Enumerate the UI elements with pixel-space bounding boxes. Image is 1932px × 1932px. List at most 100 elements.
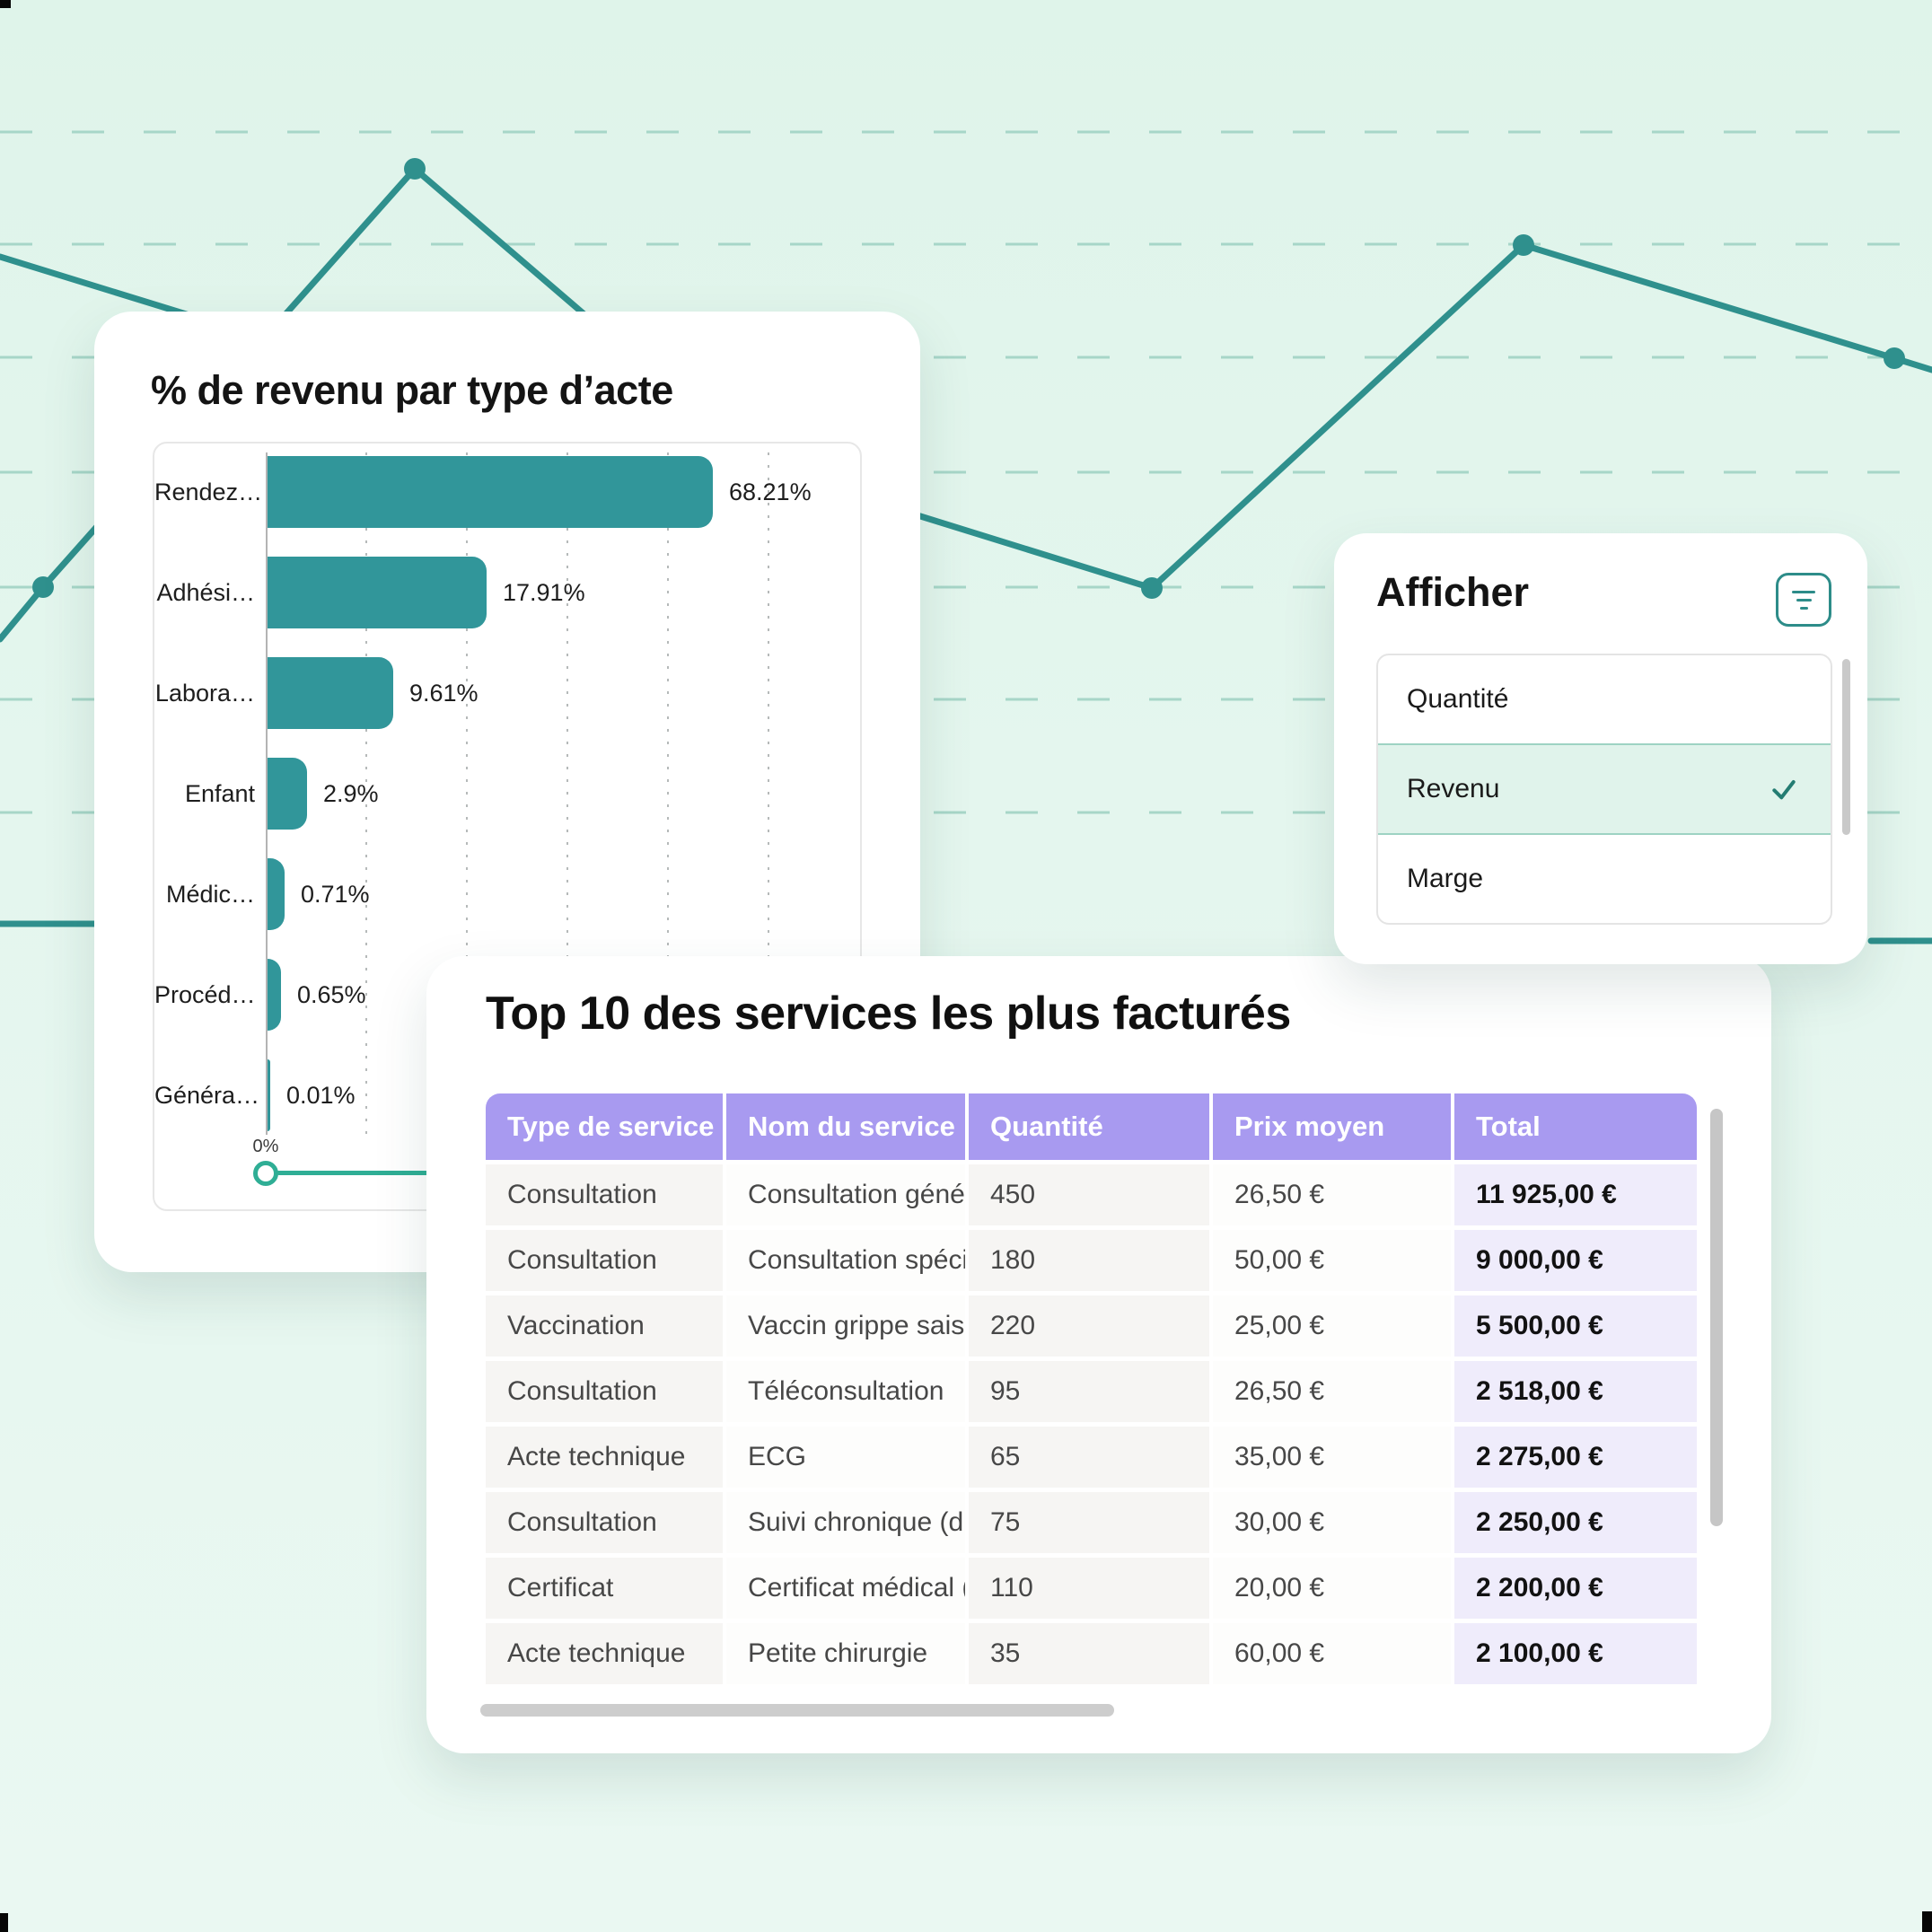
table-cell: Suivi chronique (di… (726, 1492, 965, 1553)
table-column-header: Type de service (486, 1093, 723, 1160)
display-option-quantité[interactable]: Quantité (1378, 655, 1831, 743)
bar (268, 557, 487, 628)
bar-category-label: Adhési… (156, 579, 255, 606)
table-cell: 20,00 € (1213, 1558, 1451, 1619)
bar-row: Enfant 2.9% (154, 758, 860, 830)
chart-gridline (768, 452, 769, 1135)
table-cell: 5 500,00 € (1454, 1295, 1697, 1357)
bar-category-label: Médic… (165, 881, 255, 908)
table-cell: 26,50 € (1213, 1361, 1451, 1422)
bar-value-label: 17.91% (503, 579, 585, 606)
display-option-label: Quantité (1407, 684, 1509, 714)
table-cell: 220 (969, 1295, 1209, 1357)
chart-gridline (566, 452, 568, 1135)
table-row: Acte technique ECG 65 35,00 €2 275,00 € (486, 1427, 1697, 1488)
bar-chart-panel: Rendez… 68.21% Adhési… 17.91% Labora… 9.61% En… (153, 442, 896, 1211)
crop-mark-bottom-right (1922, 1911, 1932, 1932)
table-cell: Acte technique (486, 1427, 723, 1488)
revenue-card-title: % de revenu par type d’acte (151, 367, 673, 413)
table-column-header: Prix moyen (1213, 1093, 1451, 1160)
table-cell: 25,00 € (1213, 1295, 1451, 1357)
table-cell: Consultation génér… (726, 1164, 965, 1225)
chart-zoom-slider-handle[interactable] (253, 1161, 278, 1186)
bar (268, 758, 307, 830)
table-vertical-scrollbar[interactable] (1710, 1109, 1723, 1526)
filter-button[interactable] (1776, 573, 1831, 627)
table-cell: 50,00 € (1213, 1230, 1451, 1291)
table-cell: 30,00 € (1213, 1492, 1451, 1553)
table-column-header: Quantité (969, 1093, 1209, 1160)
table-row: Consultation Téléconsultation 95 26,50 €2 5… (486, 1361, 1697, 1422)
display-card-title: Afficher (1376, 569, 1530, 615)
bar-category-label: Généra… (154, 1082, 260, 1109)
table-cell: 35,00 € (1213, 1427, 1451, 1488)
table-cell: 110 (969, 1558, 1209, 1619)
table-cell: Consultation (486, 1164, 723, 1225)
table-cell: 9 000,00 € (1454, 1230, 1697, 1291)
chart-gridline (667, 452, 669, 1135)
display-options-list: Quantité Revenu Marge (1376, 654, 1832, 925)
table-cell: Consultation spéci… (726, 1230, 965, 1291)
display-option-label: Revenu (1407, 774, 1500, 804)
table-cell: 2 275,00 € (1454, 1427, 1697, 1488)
check-icon (1772, 780, 1796, 800)
bar-category-label: Enfant (184, 780, 255, 807)
table-cell: Consultation (486, 1361, 723, 1422)
table-cell: Vaccin grippe sais… (726, 1295, 965, 1357)
table-header-row: Type de service Nom du service Quantité Pri… (486, 1093, 1697, 1160)
bar (268, 1059, 270, 1131)
bar (268, 858, 285, 930)
table-cell: 2 518,00 € (1454, 1361, 1697, 1422)
table-cell: 180 (969, 1230, 1209, 1291)
chart-gridline (365, 452, 367, 1135)
display-option-marge[interactable]: Marge (1378, 835, 1831, 923)
table-cell: 75 (969, 1492, 1209, 1553)
table-cell: Acte technique (486, 1623, 723, 1684)
table-cell: 2 250,00 € (1454, 1492, 1697, 1553)
bar (268, 456, 713, 528)
table-cell: Certificat médical (… (726, 1558, 965, 1619)
top-services-title: Top 10 des services les plus facturés (486, 988, 1291, 1040)
bar-category-label: Labora… (154, 680, 255, 707)
display-options-card: Afficher Quantité Revenu Marge (1334, 533, 1867, 964)
table-cell: 95 (969, 1361, 1209, 1422)
bar-value-label: 0.71% (301, 881, 370, 908)
table-cell: Consultation (486, 1230, 723, 1291)
crop-mark-top-left (0, 0, 11, 8)
table-cell: 60,00 € (1213, 1623, 1451, 1684)
options-scrollbar[interactable] (1842, 659, 1850, 835)
table-cell: Certificat (486, 1558, 723, 1619)
table-cell: 2 200,00 € (1454, 1558, 1697, 1619)
display-option-revenu[interactable]: Revenu (1378, 743, 1831, 835)
bar-category-label: Rendez… (154, 479, 263, 505)
display-option-label: Marge (1407, 864, 1484, 893)
bar (268, 657, 393, 729)
table-cell: 11 925,00 € (1454, 1164, 1697, 1225)
bar-row: Généra… 0.01% (154, 1059, 860, 1131)
table-cell: Vaccination (486, 1295, 723, 1357)
table-cell: 35 (969, 1623, 1209, 1684)
trend-line-markers (32, 158, 1905, 599)
bar-row: Labora… 9.61% (154, 657, 860, 729)
table-cell: Consultation (486, 1492, 723, 1553)
table-column-header: Total (1454, 1093, 1697, 1160)
crop-mark-bottom-left (0, 1913, 8, 1932)
table-cell: 26,50 € (1213, 1164, 1451, 1225)
table-horizontal-scrollbar[interactable] (480, 1704, 1114, 1717)
top-services-card: Top 10 des services les plus facturés Ty… (426, 956, 1771, 1753)
table-cell: ECG (726, 1427, 965, 1488)
bar-value-label: 68.21% (729, 479, 812, 505)
bar-row: Médic… 0.71% (154, 858, 860, 930)
bar-value-label: 0.01% (286, 1082, 356, 1109)
table-cell: Téléconsultation (726, 1361, 965, 1422)
bar (268, 959, 281, 1031)
bar-value-label: 0.65% (297, 981, 366, 1008)
bar-value-label: 2.9% (323, 780, 379, 807)
bar-category-label: Procéd… (154, 981, 256, 1008)
